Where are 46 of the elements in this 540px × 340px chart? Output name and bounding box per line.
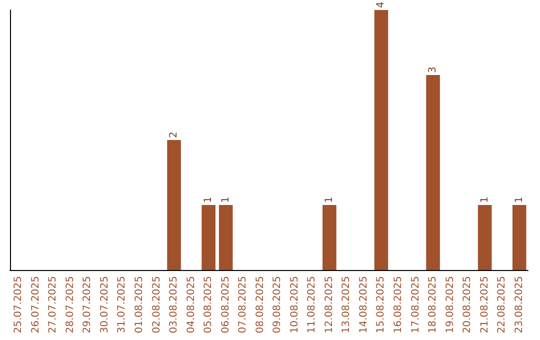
data-label: 1 xyxy=(514,196,525,203)
data-label: 3 xyxy=(428,66,439,73)
x-tick-label: 20.08.2025 xyxy=(462,276,474,334)
bar xyxy=(512,205,526,270)
x-tick-label: 06.08.2025 xyxy=(220,276,232,334)
bar xyxy=(218,205,233,270)
x-tick-label: 13.08.2025 xyxy=(341,276,352,334)
bar xyxy=(478,205,492,270)
data-label: 1 xyxy=(479,196,490,203)
data-label: 2 xyxy=(168,132,180,138)
x-tick-label: 05.08.2025 xyxy=(203,276,214,334)
x-tick-label: 21.08.2025 xyxy=(479,276,490,334)
x-tick-label: 27.07.2025 xyxy=(48,276,59,334)
x-tick-label: 09.08.2025 xyxy=(272,276,284,334)
bar xyxy=(426,75,440,270)
bar xyxy=(322,205,336,270)
x-tick-label: 15.08.2025 xyxy=(376,276,387,334)
x-tick-label: 03.08.2025 xyxy=(168,276,180,334)
data-label: 1 xyxy=(324,196,335,203)
x-tick-label: 29.07.2025 xyxy=(82,276,94,334)
data-label: 1 xyxy=(203,196,214,203)
x-tick-label: 10.08.2025 xyxy=(289,276,300,334)
x-tick-label: 23.08.2025 xyxy=(514,276,525,334)
x-tick-label: 01.08.2025 xyxy=(134,276,145,334)
x-tick-label: 08.08.2025 xyxy=(254,276,266,334)
bar xyxy=(167,140,181,270)
x-tick-label: 19.08.2025 xyxy=(444,276,456,334)
x-tick-label: 14.08.2025 xyxy=(358,276,370,334)
x-tick-label: 04.08.2025 xyxy=(186,276,197,334)
x-tick-label: 17.08.2025 xyxy=(410,276,422,334)
data-label: 4 xyxy=(376,2,387,8)
data-label: 1 xyxy=(220,196,232,203)
x-tick-label: 11.08.2025 xyxy=(306,276,318,334)
x-tick-label: 31.07.2025 xyxy=(116,276,128,334)
x-tick-label: 07.08.2025 xyxy=(238,276,249,334)
x-tick-label: 18.08.2025 xyxy=(428,276,439,334)
x-tick-label: 26.07.2025 xyxy=(30,276,42,334)
x-tick-label: 22.08.2025 xyxy=(496,276,508,334)
x-tick-label: 16.08.2025 xyxy=(393,276,404,334)
x-tick-label: 25.07.2025 xyxy=(13,276,24,334)
x-tick-label: 02.08.2025 xyxy=(151,276,162,334)
x-tick-label: 28.07.2025 xyxy=(64,276,76,334)
x-tick-label: 12.08.2025 xyxy=(324,276,335,334)
bar xyxy=(202,205,216,270)
bar xyxy=(374,10,388,270)
x-tick-label: 30.07.2025 xyxy=(99,276,110,334)
